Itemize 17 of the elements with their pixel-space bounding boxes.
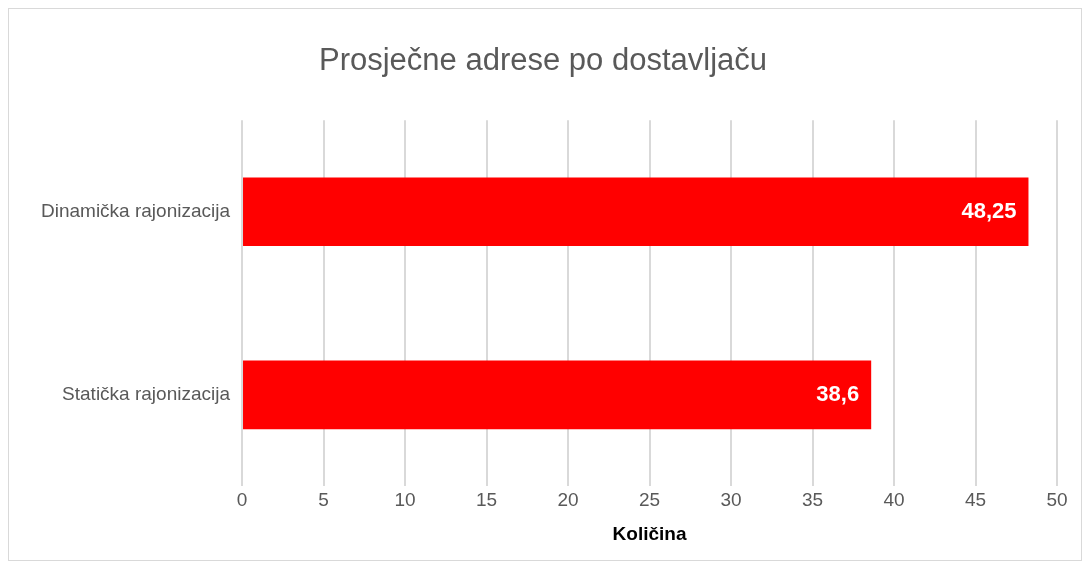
- y-tick-label: Statička rajonizacija: [62, 383, 231, 405]
- chart-title: Prosječne adrese po dostavljaču: [318, 42, 768, 78]
- x-tick-label: 0: [236, 489, 248, 511]
- x-tick-label: 15: [475, 489, 498, 511]
- x-tick-label: 30: [720, 489, 742, 511]
- x-axis-title: Količina: [612, 522, 687, 544]
- x-tick-label: 5: [318, 489, 329, 511]
- y-tick-label: Dinamička rajonizacija: [40, 199, 231, 221]
- x-tick-label: 25: [638, 489, 661, 511]
- x-tick-label: 10: [394, 489, 416, 511]
- data-label: 48,25: [961, 197, 1017, 223]
- x-tick-label: 20: [557, 489, 579, 511]
- x-tick-label: 45: [964, 489, 987, 511]
- x-tick-label: 35: [801, 489, 824, 511]
- data-label: 38,6: [816, 380, 860, 406]
- x-tick-label: 50: [1046, 489, 1068, 511]
- x-tick-label: 40: [883, 489, 905, 511]
